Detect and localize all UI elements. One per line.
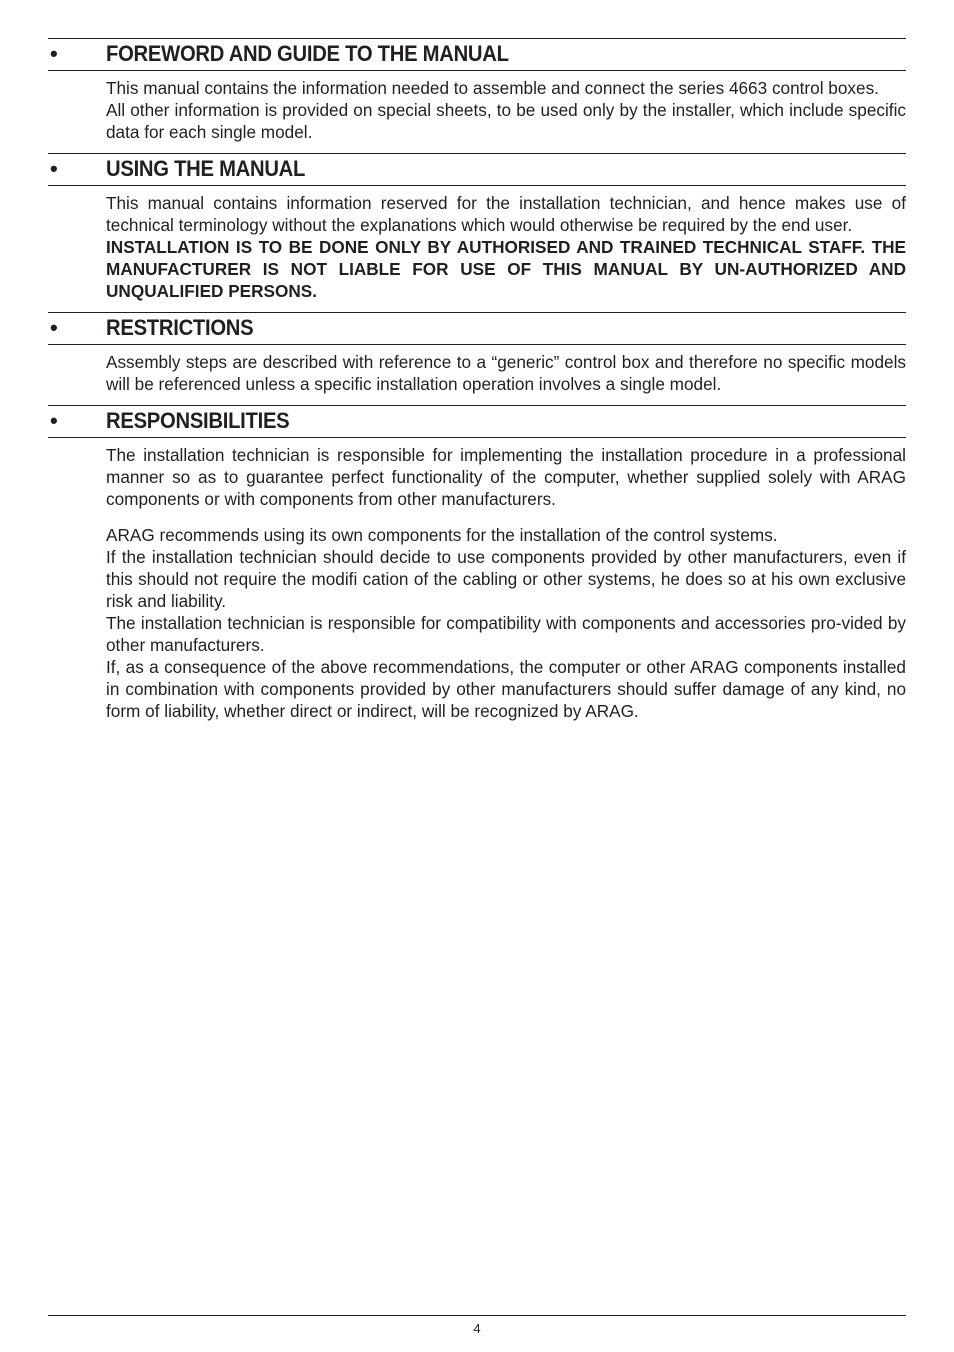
heading-bullet: • [48, 410, 106, 432]
document-page: • FOREWORD AND GUIDE TO THE MANUAL This … [0, 0, 954, 1352]
section-body-responsibilities: The installation technician is responsib… [48, 438, 906, 732]
section-heading-responsibilities: • RESPONSIBILITIES [48, 405, 906, 438]
paragraph: The installation technician is responsib… [106, 612, 906, 656]
heading-bullet: • [48, 158, 106, 180]
paragraph: If, as a consequence of the above recomm… [106, 656, 906, 722]
paragraph: The installation technician is responsib… [106, 444, 906, 510]
heading-text: USING THE MANUAL [106, 156, 305, 182]
paragraph: ARAG recommends using its own components… [106, 524, 906, 546]
paragraph: This manual contains the information nee… [106, 77, 906, 99]
section-body-using: This manual contains information reserve… [48, 186, 906, 312]
paragraph-gap [106, 510, 906, 524]
paragraph: If the installation technician should de… [106, 546, 906, 612]
section-heading-using: • USING THE MANUAL [48, 153, 906, 186]
section-heading-restrictions: • RESTRICTIONS [48, 312, 906, 345]
section-body-restrictions: Assembly steps are described with refere… [48, 345, 906, 405]
section-heading-foreword: • FOREWORD AND GUIDE TO THE MANUAL [48, 38, 906, 71]
paragraph: Assembly steps are described with refere… [106, 351, 906, 395]
heading-text: FOREWORD AND GUIDE TO THE MANUAL [106, 41, 509, 67]
paragraph-bold: INSTALLATION IS TO BE DONE ONLY BY AUTHO… [106, 236, 906, 302]
paragraph: This manual contains information reserve… [106, 192, 906, 236]
page-number: 4 [0, 1321, 954, 1336]
heading-bullet: • [48, 43, 106, 65]
section-body-foreword: This manual contains the information nee… [48, 71, 906, 153]
heading-bullet: • [48, 317, 106, 339]
heading-text: RESPONSIBILITIES [106, 408, 289, 434]
footer-rule [48, 1315, 906, 1316]
heading-text: RESTRICTIONS [106, 315, 253, 341]
paragraph: All other information is provided on spe… [106, 99, 906, 143]
